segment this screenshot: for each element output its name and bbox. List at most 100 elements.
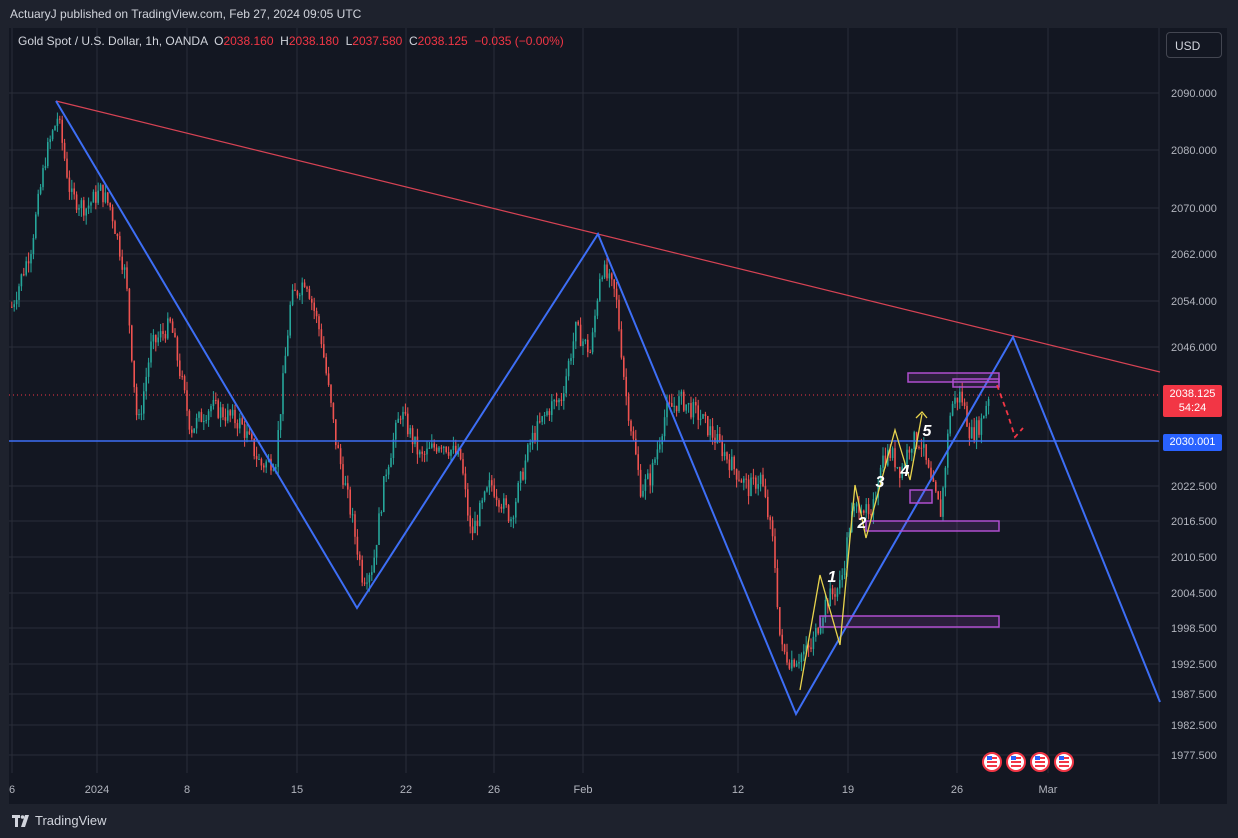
- candle-body: [599, 279, 601, 301]
- candle-body: [843, 568, 846, 576]
- candle-body: [83, 200, 85, 216]
- price-tick-label: 2010.500: [1171, 552, 1217, 564]
- candle-body: [692, 401, 695, 418]
- candle-body: [923, 444, 925, 448]
- candle-body: [195, 417, 198, 429]
- candle-body: [39, 187, 42, 194]
- candle-body: [42, 168, 44, 188]
- candle-body: [795, 663, 798, 667]
- candle-body: [836, 588, 839, 597]
- candle-body: [68, 177, 71, 192]
- candle-body: [695, 401, 697, 406]
- candle-body: [839, 579, 841, 589]
- candle-body: [243, 424, 246, 438]
- candle-body: [479, 502, 481, 526]
- wave-label-4: 4: [900, 463, 910, 480]
- candle-body: [755, 477, 757, 489]
- candle-body: [359, 554, 361, 560]
- candle-body: [875, 497, 877, 500]
- candle-body: [27, 261, 30, 264]
- candle-body: [596, 300, 599, 316]
- candle-body: [632, 431, 635, 439]
- candle-body: [282, 373, 284, 415]
- candle-body: [882, 455, 884, 468]
- candle-body: [925, 444, 927, 460]
- candle-body: [606, 264, 608, 279]
- candle-body: [527, 444, 529, 461]
- candle-body: [625, 376, 627, 397]
- candle-body: [906, 449, 908, 465]
- candle-body: [35, 214, 37, 239]
- candle-body: [567, 360, 570, 377]
- candle-body: [428, 447, 431, 449]
- candle-body: [217, 400, 219, 418]
- candle-body: [601, 277, 603, 280]
- time-tick-label: 15: [291, 784, 303, 796]
- time-axis[interactable]: 6 2024 8 15 22 26 Feb 12 19 26 Mar: [9, 784, 1058, 796]
- candle-body: [975, 420, 978, 441]
- candle-body: [807, 645, 810, 648]
- candle-body: [248, 431, 251, 435]
- candle-body: [203, 420, 205, 423]
- candle-body: [150, 341, 152, 363]
- candle-body: [339, 448, 342, 465]
- candle-body: [587, 339, 589, 353]
- candle-body: [104, 192, 107, 203]
- candle-body: [452, 445, 455, 450]
- price-tick-label: 2070.000: [1171, 203, 1217, 215]
- candle-body: [205, 420, 207, 422]
- candle-body: [143, 391, 145, 414]
- candle-body: [80, 200, 83, 209]
- candle-body: [759, 474, 762, 485]
- candle-body: [109, 202, 111, 208]
- candle-body: [584, 339, 587, 342]
- candle-body: [543, 415, 546, 417]
- candle-body: [855, 503, 858, 507]
- candle-body: [155, 334, 157, 343]
- candle-body: [486, 487, 488, 492]
- candle-body: [140, 413, 143, 415]
- candle-body: [116, 234, 119, 237]
- us-flag-event-icon: [1006, 752, 1026, 772]
- candle-body: [443, 446, 445, 448]
- currency-button[interactable]: USD: [1166, 32, 1222, 58]
- candle-body: [303, 282, 306, 288]
- price-tick-label: 2090.000: [1171, 88, 1217, 100]
- candle-body: [968, 426, 971, 439]
- candle-body: [954, 397, 956, 404]
- candle-body: [167, 318, 169, 339]
- candle-body: [819, 626, 822, 634]
- candle-body: [219, 407, 222, 418]
- candle-body: [908, 449, 911, 453]
- resistance-trendline: [55, 100, 1161, 373]
- candle-body: [318, 316, 320, 330]
- candle-body: [459, 448, 462, 460]
- candle-body: [71, 188, 73, 192]
- publish-info: ActuaryJ published on TradingView.com, F…: [10, 7, 362, 21]
- candle-body: [253, 438, 255, 457]
- candle-body: [462, 459, 464, 474]
- price-axis[interactable]: 2090.000 2080.000 2070.000 2062.000 2054.000…: [1171, 88, 1217, 762]
- candle-body: [404, 411, 407, 414]
- candle-body: [354, 514, 356, 537]
- candle-body: [18, 286, 20, 300]
- candle-body: [169, 318, 171, 322]
- candle-body: [255, 456, 258, 460]
- candle-body: [431, 443, 433, 448]
- tradingview-logo[interactable]: TradingView: [12, 813, 107, 828]
- candle-body: [709, 426, 711, 436]
- candle-body: [421, 451, 423, 454]
- candle-body: [973, 427, 975, 441]
- price-tick-label: 1982.500: [1171, 720, 1217, 732]
- candle-body: [863, 510, 865, 513]
- projection-dashed-line: [996, 384, 1024, 439]
- candle-body: [731, 456, 733, 471]
- candle-body: [279, 414, 282, 431]
- candle-body: [373, 557, 375, 573]
- candle-body: [97, 190, 99, 203]
- candle-body: [985, 405, 987, 416]
- candle-body: [440, 447, 443, 449]
- candle-body: [591, 332, 594, 353]
